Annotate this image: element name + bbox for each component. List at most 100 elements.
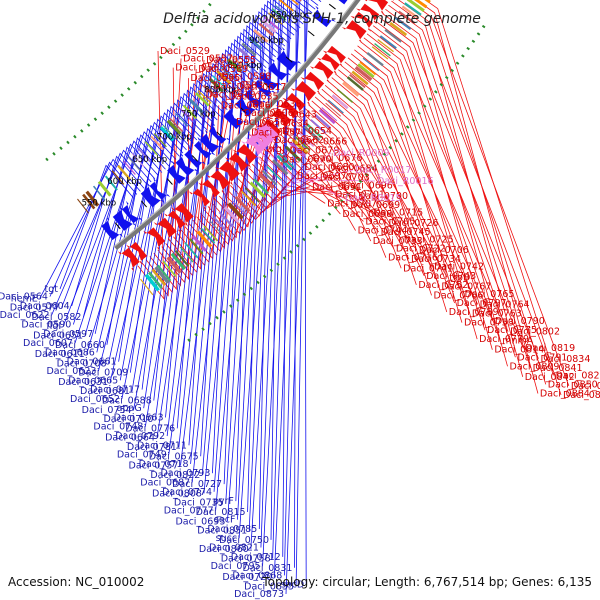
gene-labels: Daci_0529Daci_0557Daci_0555Daci_0563Daci… [0, 46, 600, 600]
category-bar-outer [213, 216, 228, 233]
gene-label-forward: Daci_0589 [198, 64, 248, 75]
category-bar-outer [336, 88, 354, 103]
category-bar-outer [179, 246, 194, 263]
gene-label-forward: Daci_0616 [221, 100, 271, 111]
gene-label-forward: Daci_0779 [479, 334, 529, 345]
gene-label-forward: Daci_0698 [342, 209, 392, 220]
gene-label-reverse: Daci_0815 [196, 507, 246, 518]
forward-gene [206, 169, 231, 194]
category-bar-inner [278, 0, 294, 12]
callout-reverse [272, 0, 291, 559]
gene-label-forward: Daci_0529 [160, 46, 210, 57]
category-bar-inner [299, 0, 302, 2]
gene-label-forward: Daci_0884 [540, 388, 590, 399]
gene-label-forward: Daci_0679 [289, 146, 339, 157]
gene-label-forward: Daci_0745 [381, 227, 431, 238]
gene-label-forward: Daci_0863 [571, 381, 600, 392]
category-bar-outer [272, 159, 289, 176]
category-bar-outer [298, 132, 315, 148]
gene-label-forward: Daci_0606 [244, 108, 294, 119]
reverse-gene [184, 145, 206, 168]
category-bar-inner [195, 92, 210, 107]
category-bar-outer [325, 102, 342, 117]
gene-label-forward: Daci_0764 [480, 299, 530, 310]
tick-mark [191, 155, 199, 162]
forward-gene [198, 179, 220, 202]
rna-gene [244, 133, 268, 156]
callout-forward [354, 49, 463, 323]
callout-forward [321, 88, 448, 278]
callout-reverse [250, 0, 319, 550]
callout-reverse [176, 69, 238, 429]
gene-label-reverse: Daci_0681 [80, 386, 130, 397]
callout-forward [311, 100, 433, 267]
callout-reverse [283, 0, 299, 576]
gene-label-forward: Daci_0753 [464, 318, 514, 329]
category-bar-inner [111, 170, 125, 185]
category-bar-outer [342, 81, 360, 97]
gene-label-reverse: Daci_0821 [209, 543, 259, 554]
category-bar-outer [288, 141, 306, 158]
gene-label-rna: Daci_R0009 [333, 148, 390, 159]
category-bar-outer [218, 211, 234, 228]
gene-label-forward: Daci_0715 [373, 207, 423, 218]
gene-label-reverse: Daci_0577 [10, 303, 60, 314]
category-bar-outer [331, 94, 349, 110]
reverse-gene [194, 136, 216, 159]
gene-label-forward: Daci_0716 [388, 253, 438, 264]
forward-gene [163, 210, 186, 234]
callout-reverse [106, 127, 177, 345]
gene-label-forward: Daci_0789 [449, 307, 499, 318]
gene-label-forward: Daci_0775 [487, 325, 537, 336]
callout-reverse [94, 137, 166, 334]
category-bar-inner [153, 133, 167, 148]
gene-label-forward: Daci_0643 [267, 109, 317, 120]
callout-reverse [282, 0, 322, 557]
forward-gene [356, 3, 380, 25]
gene-label-reverse: Daci_0712 [231, 552, 281, 563]
callout-reverse [119, 105, 201, 381]
forward-gene [224, 152, 249, 176]
gene-label-reverse: Daci_0808 [152, 488, 202, 499]
gene-label-reverse: Daci_0717 [90, 385, 140, 396]
gene-label-forward: Daci_0619 [206, 90, 256, 101]
gene-label-forward: trpD [449, 272, 470, 283]
reverse-gene [223, 105, 248, 130]
reverse-gene [112, 205, 137, 231]
category-bar-outer [276, 154, 293, 171]
category-bar-inner [182, 104, 198, 120]
gene-label-forward: Daci_0841 [533, 363, 583, 374]
category-bar-inner [131, 153, 145, 168]
gene-label-forward: Daci_0766 [434, 290, 484, 301]
callout-reverse [118, 118, 187, 362]
gene-label-forward: Daci_0791 [517, 352, 567, 363]
gene-label-forward: Daci_0752 [418, 280, 468, 291]
callout-forward [269, 145, 372, 213]
callout-forward [391, 0, 524, 378]
category-bar-outer [406, 0, 425, 12]
category-bar-outer [258, 172, 275, 190]
category-bar-inner [123, 160, 136, 175]
callout-reverse [178, 56, 251, 448]
gene-label-reverse: Daci_0590 [21, 320, 71, 331]
callout-forward [344, 61, 448, 313]
backbone-arc [113, 0, 361, 251]
forward-gene [392, 0, 395, 1]
callout-forward [331, 77, 463, 295]
reverse-gene [122, 200, 143, 224]
gene-label-reverse: Daci_0631 [58, 377, 108, 388]
callout-reverse [273, 0, 301, 578]
reverse-gene [338, 0, 348, 5]
gene-label-forward: Daci_0722 [396, 244, 446, 255]
category-bar-outer [240, 190, 257, 207]
forward-gene [215, 160, 240, 186]
gene-label-reverse: Daci_0750 [219, 535, 269, 546]
gene-label-forward: Daci_0691 [312, 182, 362, 193]
category-bar-outer [154, 266, 170, 284]
category-bar-outer [291, 138, 309, 155]
tick-label: 850 kbp [227, 61, 262, 71]
category-bar-outer [314, 113, 332, 130]
callout-reverse [285, 0, 309, 595]
category-bar-outer [244, 187, 260, 203]
gene-label-forward: Daci_0638 [252, 99, 302, 110]
